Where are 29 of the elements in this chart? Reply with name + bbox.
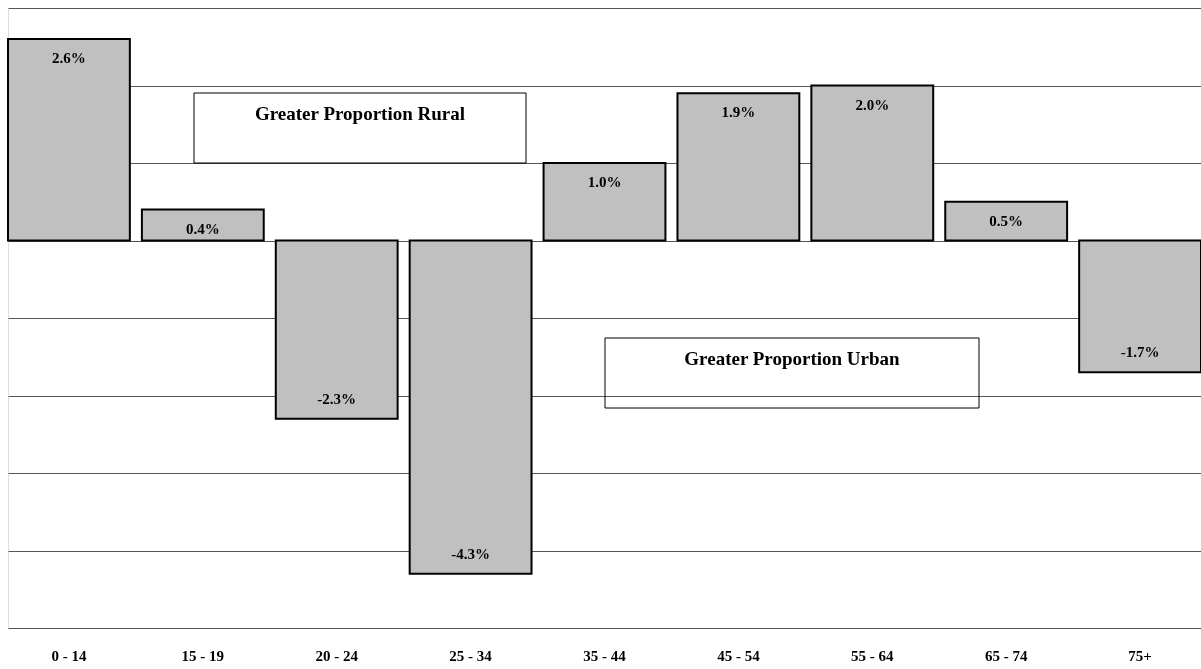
bar [140, 208, 265, 242]
x-tick-label: 20 - 24 [315, 647, 359, 664]
data-label: 0.5% [989, 212, 1024, 229]
bar [676, 92, 801, 242]
data-label: -2.3% [317, 390, 357, 407]
x-tick-label: 35 - 44 [583, 647, 627, 664]
x-tick-label: 25 - 34 [449, 647, 493, 664]
bar [7, 38, 131, 242]
bar [408, 239, 533, 575]
data-label: -4.3% [451, 545, 490, 562]
x-tick-label: 15 - 19 [181, 647, 225, 664]
data-label: 0.4% [185, 220, 220, 237]
bar [810, 84, 935, 242]
x-tick-label: 65 - 74 [984, 647, 1028, 664]
data-label: 1.0% [587, 174, 622, 190]
x-tick-label: 55 - 64 [851, 647, 895, 664]
bar [944, 200, 1069, 242]
annotation: Greater Proportion Urban [684, 348, 901, 369]
bar [274, 239, 399, 420]
x-tick-label: 0 - 14 [51, 647, 87, 664]
bar [542, 162, 667, 242]
data-label: -1.7% [1120, 344, 1160, 361]
data-label: 1.9% [721, 104, 756, 121]
bar [1078, 239, 1201, 374]
x-tick-label: 75+ [1128, 647, 1152, 664]
annotation: Greater Proportion Rural [254, 103, 466, 124]
data-label: 2.6% [52, 50, 86, 66]
x-tick-label: 45 - 54 [717, 647, 761, 664]
data-label: 2.0% [855, 96, 890, 113]
